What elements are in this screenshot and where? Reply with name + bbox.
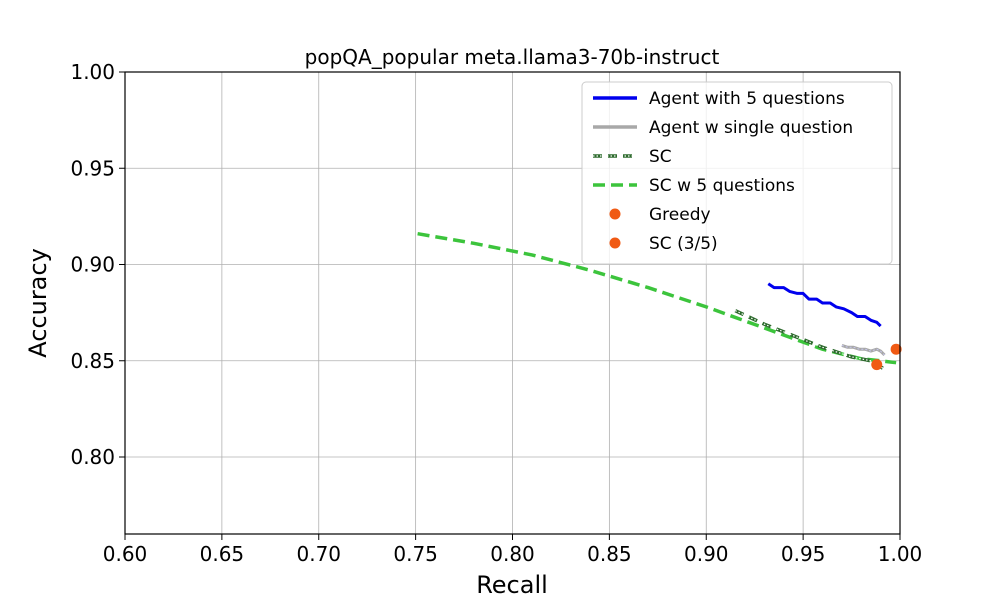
x-tick-label: 1.00 [878,542,923,566]
legend-marker-greedy [610,209,621,220]
y-tick-label: 0.85 [70,349,115,373]
legend-label-greedy: Greedy [649,205,711,225]
x-tick-label: 0.85 [587,542,632,566]
x-tick-label: 0.65 [200,542,245,566]
legend-box [582,82,892,264]
x-axis-label: Recall [476,571,548,599]
y-tick-label: 0.95 [70,156,115,180]
y-tick-label: 0.80 [70,445,115,469]
x-tick-label: 0.60 [103,542,148,566]
legend-label-agent-with-5-questions: Agent with 5 questions [649,89,845,109]
x-tick-label: 0.95 [781,542,826,566]
y-tick-label: 0.90 [70,253,115,277]
y-tick-label: 1.00 [70,60,115,84]
x-tick-label: 0.90 [684,542,729,566]
legend-label-sc-w-5-questions: SC w 5 questions [649,176,795,196]
legend-label-agent-w-single-question: Agent w single question [649,118,853,138]
x-tick-label: 0.75 [393,542,438,566]
legend-marker-sc-3-5 [610,238,621,249]
legend: Agent with 5 questions Agent w single que… [582,82,892,264]
series-point-sc-3-5 [871,359,882,370]
legend-label-sc-3-5: SC (3/5) [649,234,718,254]
x-tick-label: 0.70 [296,542,341,566]
x-tick-label: 0.80 [490,542,535,566]
y-axis-label: Accuracy [24,248,52,358]
chart-title: popQA_popular meta.llama3-70b-instruct [305,45,720,69]
legend-label-sc: SC [649,147,672,167]
